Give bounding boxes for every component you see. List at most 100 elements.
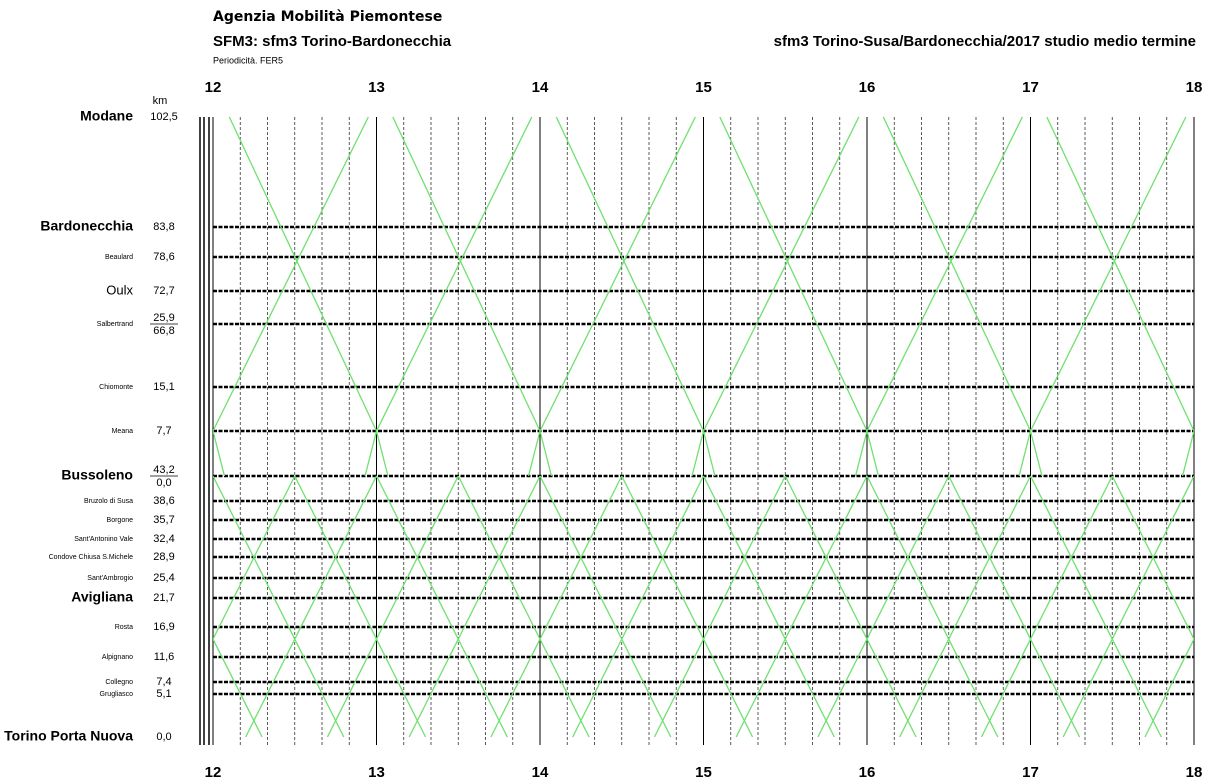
- train-path: [527, 430, 541, 477]
- station-name: Grugliasco: [100, 691, 134, 698]
- train-path: [653, 475, 786, 738]
- train-path: [0, 476, 50, 737]
- train-path: [245, 475, 378, 738]
- station-km: 78,6: [153, 251, 174, 263]
- train-path: [702, 116, 860, 432]
- train-path: [490, 475, 623, 738]
- hour-label: 13: [368, 764, 385, 781]
- train-path: [899, 475, 1032, 738]
- hour-label: 16: [859, 79, 876, 96]
- station-km: 15,1: [153, 381, 174, 393]
- station-km: 0,0: [156, 477, 171, 489]
- station-name: Beaulard: [105, 254, 133, 261]
- hour-label: 18: [1186, 764, 1203, 781]
- station-name: Torino Porta Nuova: [4, 728, 133, 744]
- train-path: [0, 117, 41, 431]
- station-name: Oulx: [106, 282, 133, 297]
- train-path: [1193, 476, 1194, 478]
- train-path: [326, 475, 459, 738]
- station-km: 32,4: [153, 533, 174, 545]
- train-path: [866, 475, 999, 738]
- train-path: [1046, 116, 1194, 432]
- train-path: [948, 475, 1081, 738]
- train-path: [1210, 117, 1222, 431]
- train-path: [539, 475, 672, 738]
- train-path: [539, 116, 696, 432]
- train-path: [364, 430, 378, 477]
- station-km: 11,6: [154, 651, 175, 663]
- station-name: Rosta: [115, 624, 133, 631]
- hour-label: 17: [1022, 764, 1039, 781]
- periodicity: Periodicità. FER5: [213, 55, 283, 65]
- hour-label: 12: [205, 764, 222, 781]
- train-path: [1029, 475, 1162, 738]
- train-path: [392, 116, 541, 432]
- train-path: [213, 429, 214, 431]
- station-km: 0,0: [156, 731, 171, 743]
- hour-label: 15: [695, 79, 712, 96]
- station-name: Bardonecchia: [40, 218, 133, 234]
- station-name: Avigliana: [71, 589, 133, 605]
- station-km: 38,6: [153, 495, 174, 507]
- train-path: [213, 476, 214, 478]
- station-km: 7,7: [156, 425, 171, 437]
- train-path: [1029, 430, 1043, 477]
- train-path: [854, 430, 868, 477]
- station-name: Sant'Ambrogio: [87, 575, 133, 582]
- station-name: Meana: [112, 428, 134, 435]
- train-path: [213, 475, 345, 738]
- station-km: 25,4: [153, 572, 174, 584]
- station-km: 16,9: [153, 621, 174, 633]
- station-name: Borgone: [107, 517, 134, 524]
- station-km: 102,5: [150, 111, 178, 123]
- train-path: [719, 116, 868, 432]
- hour-label: 17: [1022, 79, 1039, 96]
- train-path: [1062, 475, 1194, 738]
- train-path: [1193, 431, 1194, 434]
- train-path: [866, 116, 1023, 432]
- station-km: 43,2: [153, 464, 174, 476]
- train-path: [213, 475, 296, 641]
- km-heading: km: [153, 95, 168, 107]
- station-name: Salbertrand: [97, 321, 133, 328]
- train-path: [866, 430, 880, 477]
- train-path: [457, 475, 590, 738]
- train-path: [0, 117, 50, 431]
- train-path: [555, 116, 705, 432]
- train-path: [1111, 475, 1194, 641]
- train-path: [691, 430, 705, 477]
- station-km: 66,8: [153, 325, 174, 337]
- train-path: [228, 116, 378, 432]
- hour-label: 14: [532, 79, 549, 96]
- station-name: Chiomonte: [99, 384, 133, 391]
- line-title: SFM3: sfm3 Torino-Bardonecchia: [213, 33, 452, 50]
- hour-label: 18: [1186, 79, 1203, 96]
- train-path: [0, 476, 131, 737]
- hour-label: 13: [368, 79, 385, 96]
- train-path: [817, 475, 950, 738]
- hour-label: 16: [859, 764, 876, 781]
- station-name: Alpignano: [102, 654, 133, 661]
- train-path: [735, 475, 868, 738]
- hour-label: 14: [532, 764, 549, 781]
- hour-label: 12: [205, 79, 222, 96]
- train-path: [0, 476, 99, 737]
- train-path: [1029, 116, 1187, 432]
- train-path: [50, 431, 61, 476]
- train-path: [213, 116, 369, 432]
- station-km: 83,8: [153, 221, 174, 233]
- train-path: [1181, 430, 1194, 477]
- station-name: Modane: [80, 108, 133, 124]
- station-km: 5,1: [156, 688, 171, 700]
- train-path: [539, 430, 553, 477]
- train-path: [1193, 429, 1194, 431]
- station-km: 25,9: [153, 312, 174, 324]
- station-km: 28,9: [153, 551, 174, 563]
- station-name: Sant'Antonino Vale: [74, 536, 133, 543]
- train-path: [980, 475, 1113, 738]
- station-name: Bussoleno: [61, 467, 133, 483]
- train-path: [375, 116, 533, 432]
- train-path: [213, 637, 263, 738]
- agency: Agenzia Mobilità Piemontese: [213, 9, 442, 25]
- train-path: [1018, 430, 1032, 477]
